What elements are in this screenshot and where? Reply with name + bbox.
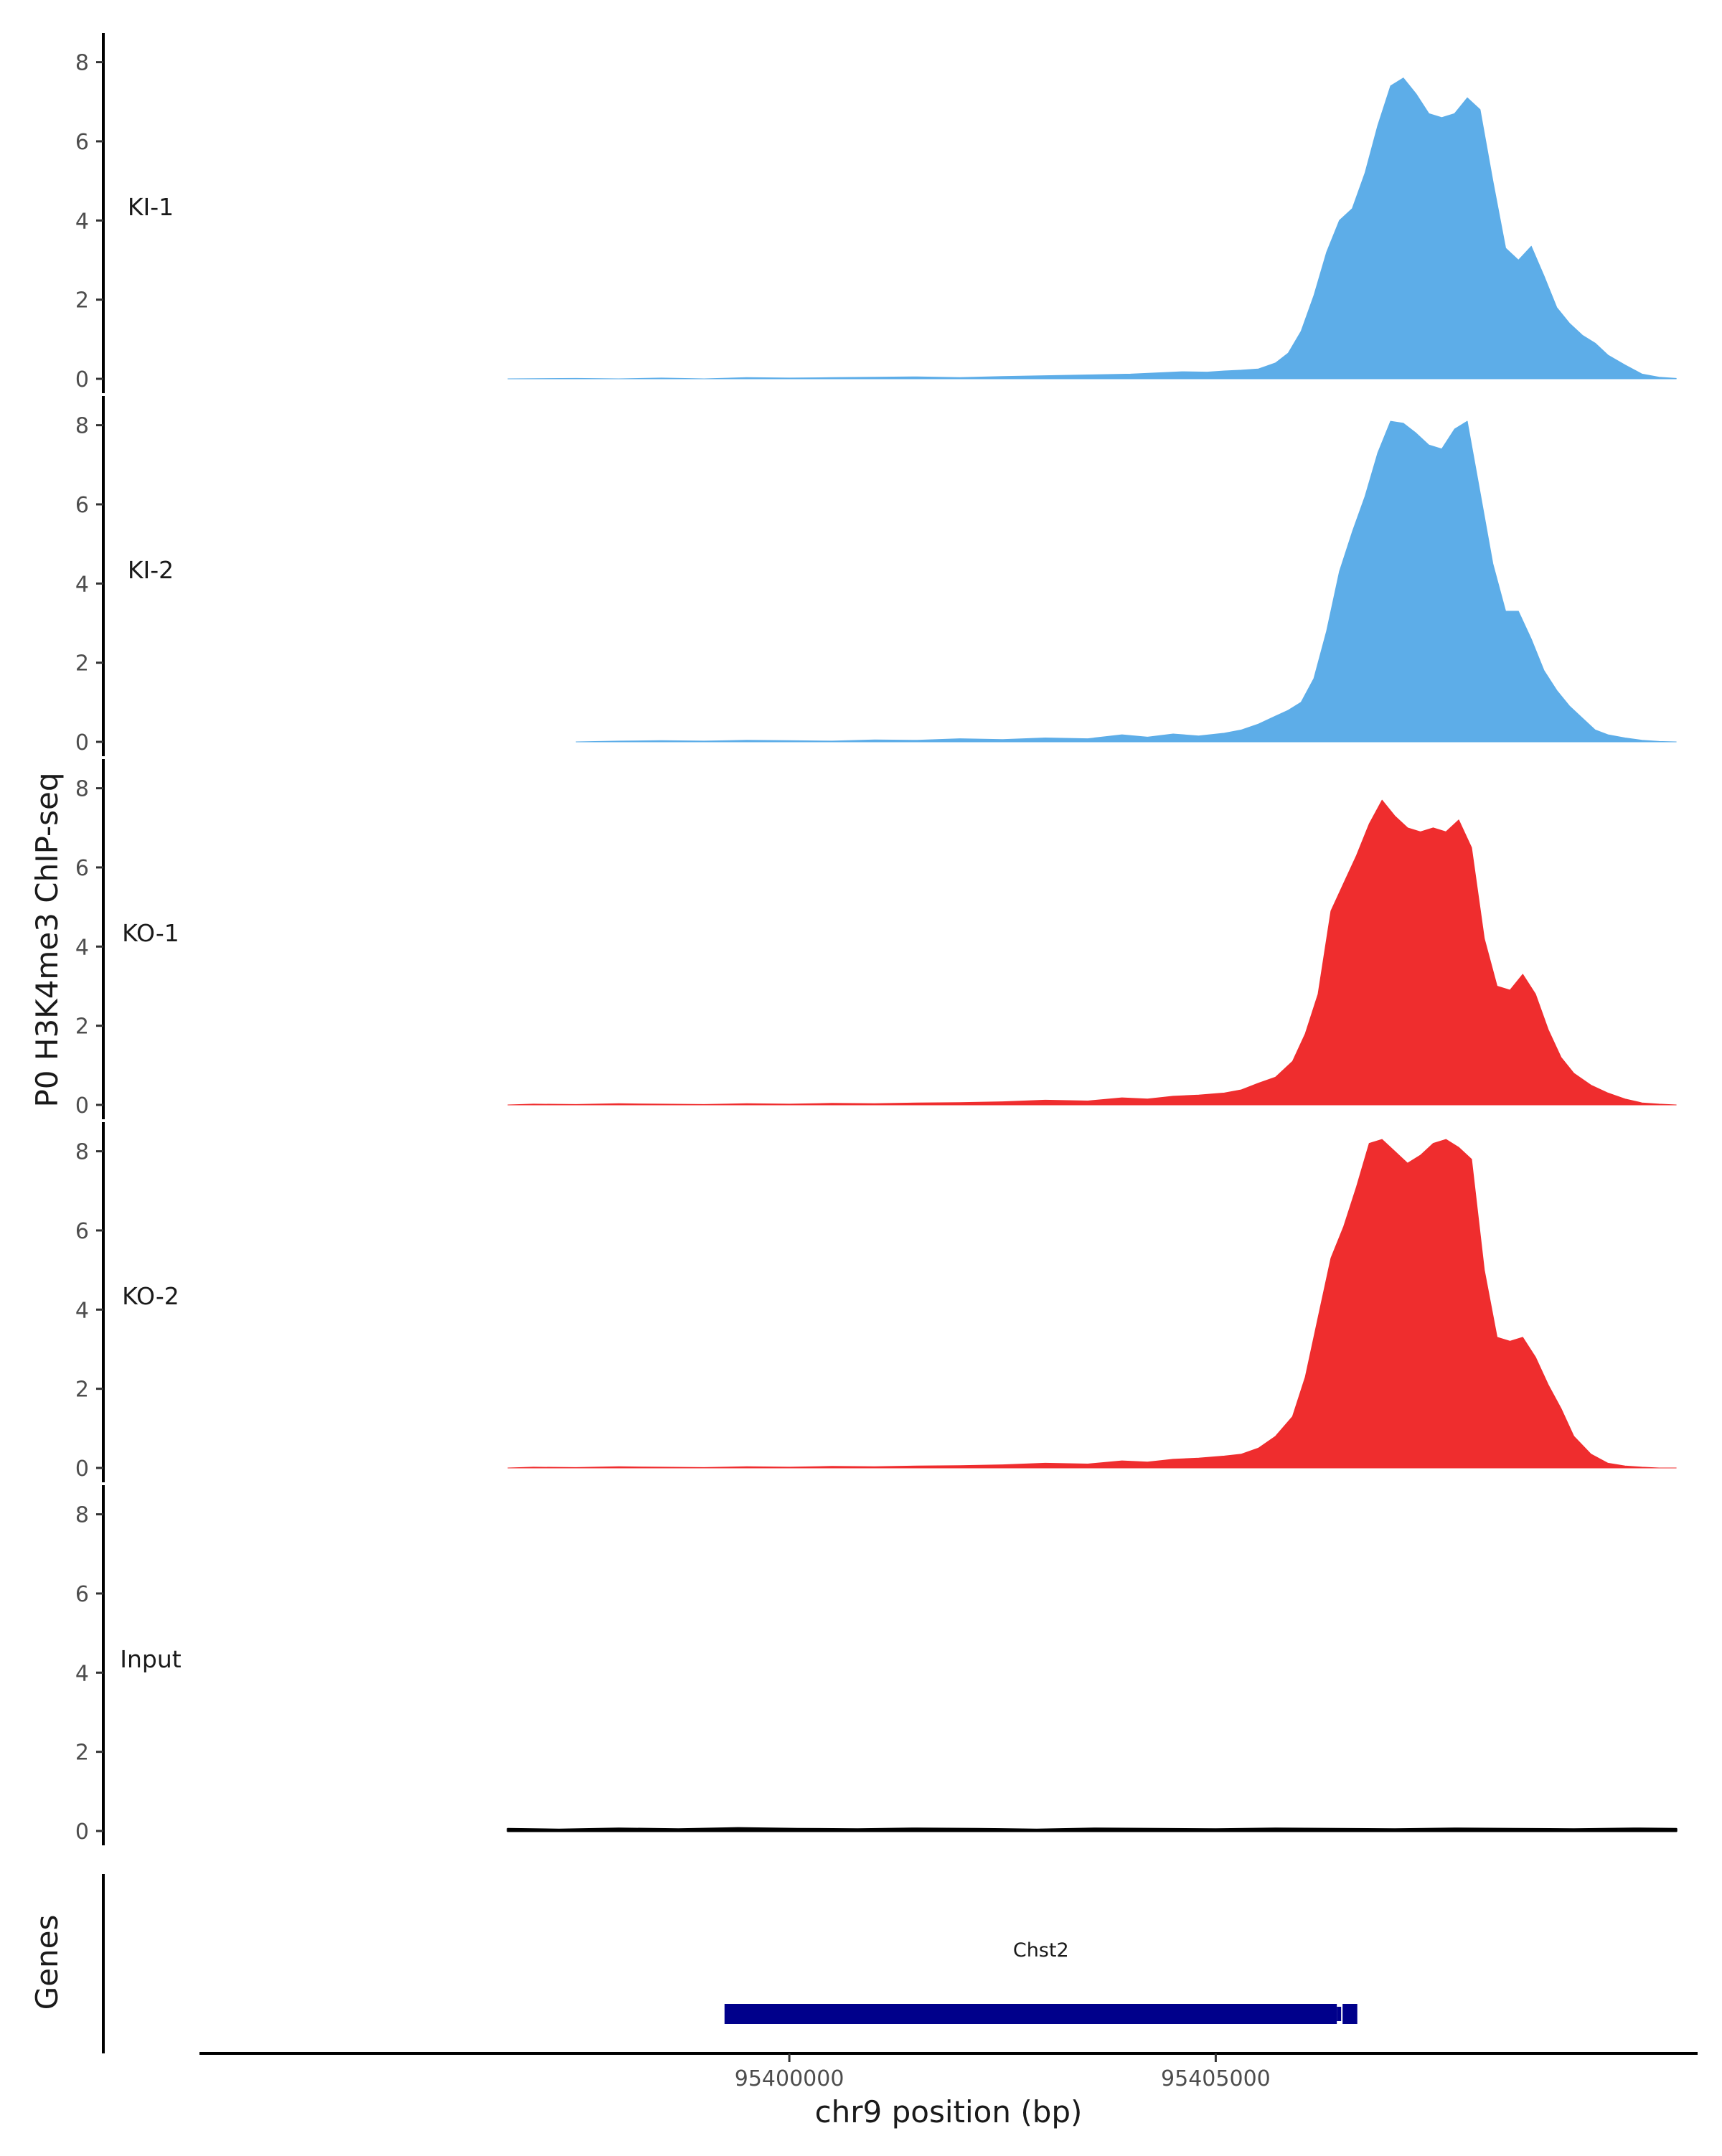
track-label: KO-1 <box>122 919 179 947</box>
y-tick-label: 2 <box>75 651 89 677</box>
signal-area <box>507 799 1677 1106</box>
genes-layer: Chst2 <box>102 1874 1358 2053</box>
track-ko-1: 0 2 4 6 8 KO-1 <box>75 759 1677 1119</box>
y-tick-label: 0 <box>75 730 89 755</box>
signal-area <box>507 1139 1677 1469</box>
x-axis: 95400000 95405000 <box>199 2052 1698 2091</box>
x-tick-label: 95400000 <box>735 2066 844 2091</box>
y-tick-label: 6 <box>75 856 89 881</box>
y-tick-label: 2 <box>75 1378 89 1403</box>
y-tick-label: 6 <box>75 130 89 155</box>
y-tick-label: 0 <box>75 1456 89 1482</box>
genes-axis-title: Genes <box>29 1915 65 2010</box>
track-input: 0 2 4 6 8 Input <box>75 1485 1678 1845</box>
y-tick-label: 8 <box>75 414 89 439</box>
y-tick-label: 8 <box>75 777 89 802</box>
y-tick-label: 8 <box>75 1503 89 1528</box>
signal-area <box>507 77 1677 380</box>
y-tick-label: 4 <box>75 1661 89 1686</box>
gene-intron <box>1337 2007 1342 2021</box>
signal-area <box>507 1827 1678 1832</box>
y-tick-label: 8 <box>75 1140 89 1165</box>
y-tick-label: 4 <box>75 1298 89 1323</box>
track-ko-2: 0 2 4 6 8 KO-2 <box>75 1122 1677 1482</box>
y-tick-label: 2 <box>75 1741 89 1766</box>
tracks-layer: 0 2 4 6 8 KI-1 0 2 4 6 8 KI-2 0 2 4 6 8 KO-1 0 2 4 6 8 KO-2 0 2 4 6… <box>75 33 1678 1845</box>
y-axis-title: P0 H3K4me3 ChIP-seq <box>29 772 65 1107</box>
y-tick-label: 4 <box>75 572 89 597</box>
y-tick-label: 4 <box>75 209 89 234</box>
y-tick-label: 2 <box>75 288 89 314</box>
gene-chst2: Chst2 <box>724 1939 1358 2024</box>
track-label: Input <box>120 1645 182 1673</box>
y-tick-label: 0 <box>75 1820 89 1845</box>
track-ki-2: 0 2 4 6 8 KI-2 <box>75 396 1677 756</box>
gene-name: Chst2 <box>1013 1939 1069 1962</box>
track-ki-1: 0 2 4 6 8 KI-1 <box>75 33 1677 393</box>
y-tick-label: 6 <box>75 1219 89 1244</box>
track-label: KO-2 <box>122 1282 179 1310</box>
y-tick-label: 2 <box>75 1015 89 1040</box>
y-tick-label: 6 <box>75 1582 89 1607</box>
y-tick-label: 4 <box>75 935 89 960</box>
x-tick-label: 95405000 <box>1161 2066 1271 2091</box>
track-label: KI-1 <box>128 193 174 221</box>
gene-exon <box>1342 2004 1358 2024</box>
y-tick-label: 0 <box>75 1093 89 1119</box>
y-tick-label: 0 <box>75 367 89 392</box>
y-tick-label: 6 <box>75 493 89 518</box>
y-tick-label: 8 <box>75 51 89 76</box>
gene-body <box>724 2004 1337 2024</box>
track-label: KI-2 <box>128 556 174 584</box>
x-axis-title: chr9 position (bp) <box>815 2094 1083 2129</box>
signal-area <box>575 420 1677 743</box>
